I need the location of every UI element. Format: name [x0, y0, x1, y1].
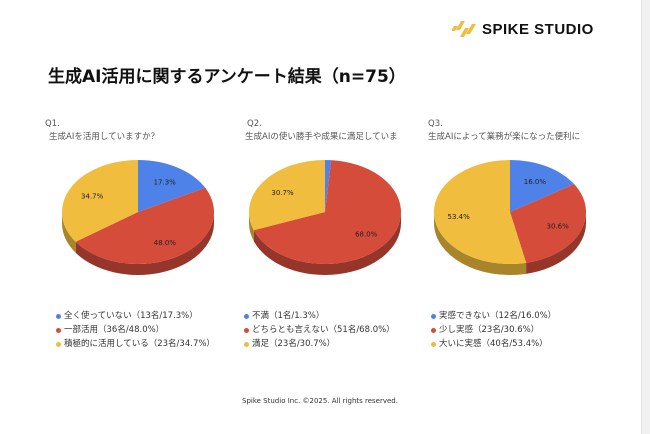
- footer-copyright: Spike Studio Inc. ©2025. All rights rese…: [242, 397, 398, 405]
- pie-slice-side: [526, 212, 586, 274]
- legend-item: 実感できない（12名/16.0%）: [431, 309, 556, 323]
- legend-item: 少し実感（23名/30.6%）: [431, 323, 556, 337]
- legend-label: 一部活用（36名/48.0%）: [64, 325, 165, 335]
- pie-data-label: 68.0%: [355, 230, 378, 238]
- pie-slice-side: [434, 212, 527, 275]
- q1-question: 生成AIを活用していますか？: [49, 132, 160, 142]
- pie-slice: [434, 160, 527, 264]
- page-title: 生成AI活用に関するアンケート結果（n=75）: [48, 67, 406, 87]
- pie-data-label: 53.4%: [447, 213, 470, 221]
- q1-legend: 全く使っていない（13名/17.3%） 一部活用（36名/48.0%） 積極的に…: [56, 309, 215, 351]
- pie-slice: [325, 160, 332, 212]
- blue-dot-icon: [244, 313, 249, 319]
- q3-question: 生成AIによって業務が楽になった便利に: [428, 132, 581, 142]
- q1-pie-chart: 17.3% 48.0% 34.7%: [61, 160, 214, 275]
- pie-slice: [510, 184, 586, 263]
- brand-logo: SPIKE STUDIO: [452, 20, 594, 38]
- legend-label: 大いに実感（40名/53.4%）: [439, 339, 548, 349]
- q2-legend: 不満（1名/1.3%） どちらとも言えない（51名/68.0%） 満足（23名/…: [244, 309, 395, 351]
- legend-label: どちらとも言えない（51名/68.0%）: [252, 325, 395, 335]
- pie-slice: [138, 160, 206, 212]
- blue-dot-icon: [56, 313, 61, 319]
- scrollbar[interactable]: [641, 0, 650, 434]
- pie-slice-side: [253, 212, 401, 275]
- q3-number: Q3.: [428, 119, 443, 129]
- q2-number: Q2.: [247, 119, 262, 129]
- q2-heading: Q2. 生成AIの使い勝手や成果に満足していま: [245, 118, 398, 144]
- legend-item: 積極的に活用している（23名/34.7%）: [56, 337, 215, 351]
- legend-item: 全く使っていない（13名/17.3%）: [56, 309, 215, 323]
- pie-slice-side: [249, 212, 254, 242]
- pie-slice: [249, 160, 325, 231]
- pie-data-label: 16.0%: [524, 178, 547, 186]
- pie-data-label: 30.7%: [271, 189, 294, 197]
- legend-label: 少し実感（23名/30.6%）: [439, 325, 540, 335]
- pie-data-label: 17.3%: [154, 179, 177, 187]
- legend-label: 実感できない（12名/16.0%）: [439, 311, 557, 321]
- brand-name: SPIKE STUDIO: [482, 20, 594, 38]
- q3-pie-chart: 16.0% 30.6% 53.4%: [434, 160, 586, 275]
- pie-slice: [61, 160, 138, 242]
- q3-heading: Q3. 生成AIによって業務が楽になった便利に: [428, 118, 580, 144]
- red-dot-icon: [431, 327, 436, 333]
- red-dot-icon: [56, 327, 61, 333]
- yellow-dot-icon: [56, 341, 61, 347]
- yellow-dot-icon: [244, 341, 249, 347]
- blue-dot-icon: [431, 313, 436, 319]
- legend-item: 不満（1名/1.3%）: [244, 309, 395, 323]
- q2-question: 生成AIの使い勝手や成果に満足していま: [245, 132, 398, 142]
- q3-legend: 実感できない（12名/16.0%） 少し実感（23名/30.6%） 大いに実感（…: [431, 309, 556, 351]
- pie-data-label: 48.0%: [154, 239, 177, 247]
- legend-item: 一部活用（36名/48.0%）: [56, 323, 215, 337]
- q2-pie-chart: 68.0% 30.7%: [249, 160, 401, 275]
- q1-number: Q1.: [45, 119, 60, 129]
- pie-slice: [253, 160, 401, 264]
- pie-data-label: 30.6%: [547, 223, 570, 231]
- pie-data-label: 34.7%: [81, 193, 104, 201]
- legend-label: 積極的に活用している（23名/34.7%）: [64, 339, 215, 349]
- legend-label: 全く使っていない（13名/17.3%）: [64, 311, 198, 321]
- spike-logo-icon: [452, 21, 476, 37]
- legend-label: 満足（23名/30.7%）: [252, 339, 336, 349]
- legend-item: 満足（23名/30.7%）: [244, 337, 395, 351]
- pie-slice: [75, 187, 214, 264]
- legend-item: 大いに実感（40名/53.4%）: [431, 337, 556, 351]
- q1-heading: Q1. 生成AIを活用していますか？: [45, 118, 159, 144]
- pie-slice-side: [75, 212, 214, 275]
- yellow-dot-icon: [431, 341, 436, 347]
- legend-item: どちらとも言えない（51名/68.0%）: [244, 323, 395, 337]
- pie-slice: [510, 160, 575, 212]
- legend-label: 不満（1名/1.3%）: [252, 311, 325, 321]
- pie-slice-side: [62, 212, 76, 253]
- red-dot-icon: [244, 327, 249, 333]
